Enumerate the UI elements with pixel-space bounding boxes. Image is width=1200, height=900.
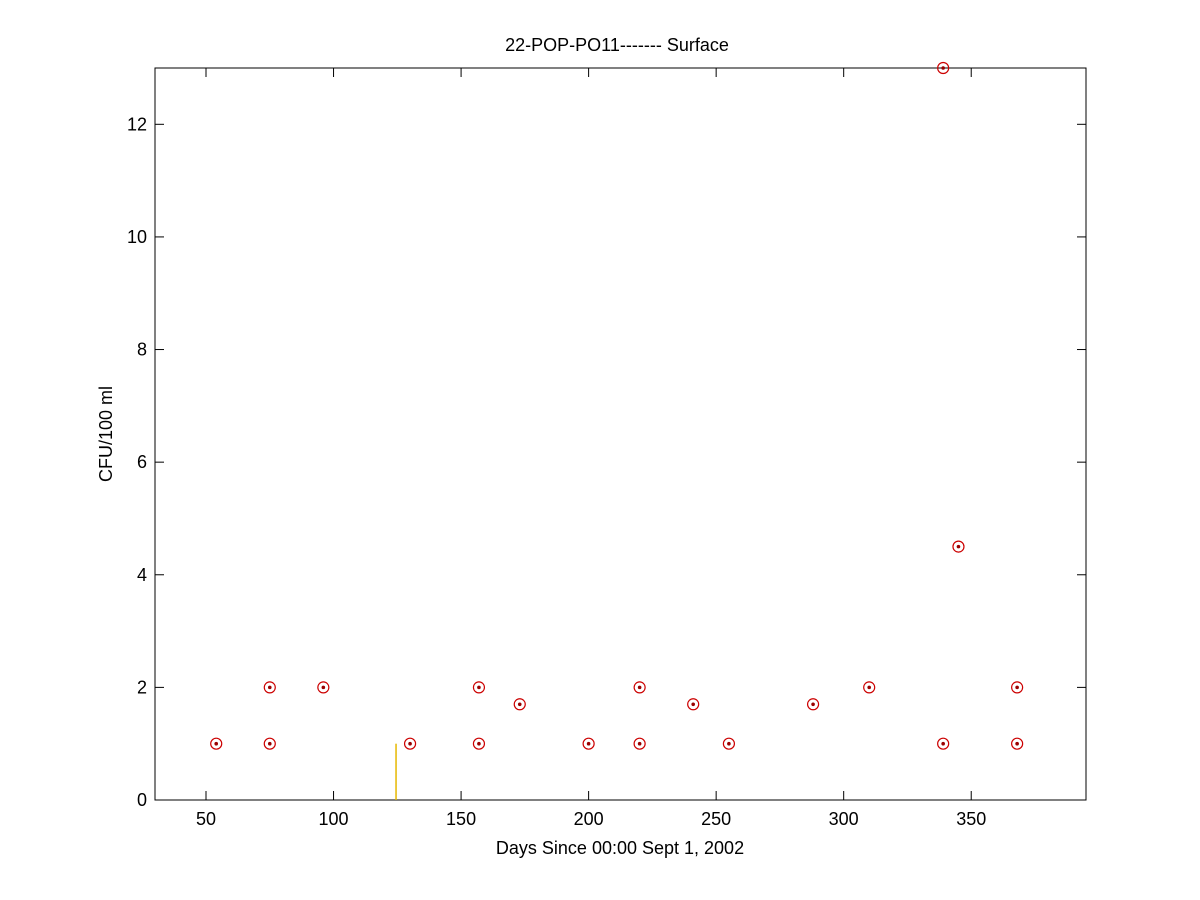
data-point-dot	[1015, 685, 1019, 690]
y-tick-label: 12	[127, 114, 147, 134]
data-point-dot	[321, 685, 326, 690]
data-point-ring	[952, 540, 965, 553]
data-point-dot	[941, 741, 945, 746]
y-tick-label: 10	[127, 227, 147, 247]
data-point-ring	[806, 698, 820, 711]
y-tick-label: 0	[137, 790, 147, 810]
data-point-ring	[937, 61, 950, 75]
data-point-dot	[477, 685, 481, 690]
x-tick-label: 300	[829, 809, 859, 829]
data-point	[472, 737, 486, 750]
x-axis-label: Days Since 00:00 Sept 1, 2002	[496, 838, 744, 858]
data-point-dot	[214, 741, 219, 746]
data-point-dot	[517, 702, 522, 707]
x-tick-label: 350	[956, 809, 986, 829]
data-point-ring	[633, 681, 646, 694]
data-point-dot	[811, 702, 815, 707]
data-point-ring	[317, 681, 330, 694]
data-point	[806, 698, 820, 711]
data-point-dot	[408, 741, 412, 746]
data-point	[952, 540, 965, 553]
plot-area	[154, 61, 1087, 801]
data-point-dot	[477, 741, 481, 746]
data-point	[863, 681, 876, 694]
data-point	[513, 698, 526, 711]
data-point-dot	[586, 741, 591, 746]
x-tick-label: 250	[701, 809, 731, 829]
data-point-ring	[863, 681, 876, 694]
data-point-ring	[513, 698, 526, 711]
data-point	[403, 737, 417, 750]
data-point-dot	[637, 741, 642, 746]
data-point-dot	[267, 741, 272, 746]
data-point	[210, 737, 223, 750]
data-point	[582, 737, 595, 750]
data-point-ring	[633, 737, 646, 750]
data-point	[937, 61, 950, 75]
data-point-ring	[210, 737, 223, 750]
axes-box	[154, 67, 1087, 801]
data-point	[1011, 737, 1024, 750]
data-point-dot	[1015, 741, 1019, 746]
data-point-ring	[1011, 681, 1024, 694]
data-point	[633, 737, 646, 750]
data-point-dot	[956, 544, 961, 549]
data-point-ring	[937, 737, 950, 750]
data-point	[937, 737, 950, 750]
data-point-ring	[403, 737, 417, 750]
x-tick-label: 100	[319, 809, 349, 829]
ticks-layer	[155, 68, 1086, 801]
y-tick-labels: 0 2 4 6 8 10 12	[127, 114, 147, 810]
data-point	[263, 681, 276, 694]
data-point-dot	[867, 685, 871, 690]
data-point-ring	[722, 737, 736, 750]
data-point-ring	[1011, 737, 1024, 750]
data-point-dot	[727, 741, 731, 746]
points-layer	[210, 61, 1024, 750]
data-point	[722, 737, 736, 750]
data-point-dot	[691, 702, 695, 707]
data-point	[633, 681, 646, 694]
x-tick-label: 150	[446, 809, 476, 829]
y-tick-label: 6	[137, 452, 147, 472]
data-point	[687, 698, 700, 711]
data-point	[263, 737, 276, 750]
data-point-ring	[472, 737, 486, 750]
data-point-ring	[582, 737, 595, 750]
data-point-dot	[941, 66, 945, 70]
x-tick-label: 50	[196, 809, 216, 829]
data-point-dot	[637, 685, 642, 690]
data-point	[472, 681, 486, 694]
data-point	[1011, 681, 1024, 694]
y-tick-label: 8	[137, 340, 147, 360]
chart-title: 22-POP-PO11------- Surface	[505, 35, 729, 55]
x-tick-label: 200	[574, 809, 604, 829]
data-point	[317, 681, 330, 694]
data-point-ring	[472, 681, 486, 694]
data-point-ring	[263, 681, 276, 694]
data-point-ring	[263, 737, 276, 750]
y-tick-label: 2	[137, 677, 147, 697]
data-point-dot	[267, 685, 272, 690]
data-point-ring	[687, 698, 700, 711]
y-axis-label: CFU/100 ml	[96, 386, 116, 482]
x-tick-labels: 50 100 150 200 250 300 350	[196, 809, 986, 829]
y-tick-label: 4	[137, 565, 147, 585]
